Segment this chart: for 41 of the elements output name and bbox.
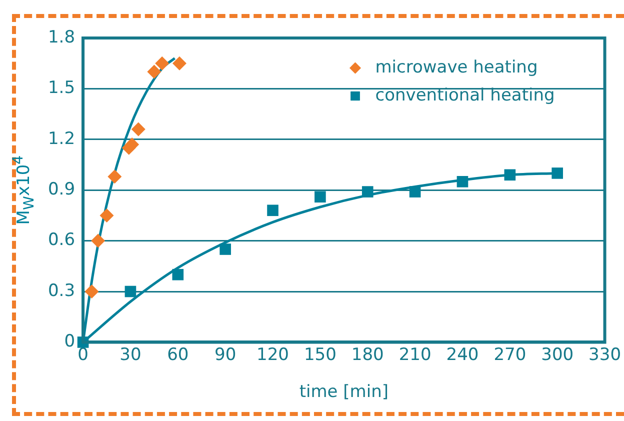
point bbox=[456, 176, 468, 188]
x-tick-label: 300 bbox=[541, 344, 574, 365]
point bbox=[409, 186, 421, 198]
y-tick-label: 1.8 bbox=[48, 27, 76, 48]
legend-label: microwave heating bbox=[375, 57, 538, 78]
x-tick-label: 180 bbox=[351, 344, 384, 365]
point bbox=[220, 244, 231, 255]
point bbox=[147, 64, 162, 79]
y-tick-label: 0.6 bbox=[48, 230, 76, 250]
point bbox=[155, 56, 170, 70]
x-axis-title: time [min] bbox=[299, 382, 388, 402]
x-tick-label: 30 bbox=[120, 344, 142, 365]
x-tick-label: 150 bbox=[304, 344, 336, 365]
x-tick-label: 240 bbox=[446, 344, 479, 365]
point bbox=[172, 268, 184, 280]
point bbox=[362, 186, 374, 198]
point bbox=[84, 284, 99, 298]
point bbox=[125, 137, 140, 152]
point bbox=[131, 122, 146, 136]
x-tick-label: 330 bbox=[588, 344, 622, 365]
point bbox=[267, 204, 278, 216]
point bbox=[108, 170, 122, 184]
x-tick-label: 210 bbox=[398, 344, 432, 365]
y-tick-label: 1.2 bbox=[48, 128, 76, 149]
point bbox=[124, 286, 136, 298]
y-tick-label: 0.3 bbox=[48, 280, 76, 301]
point bbox=[91, 234, 106, 248]
point bbox=[172, 56, 186, 70]
x-tick-label: 270 bbox=[494, 344, 526, 365]
x-tick-label: 0 bbox=[78, 344, 88, 365]
point bbox=[552, 168, 563, 179]
point bbox=[314, 191, 326, 203]
y-tick-label: 1.5 bbox=[48, 78, 76, 98]
point bbox=[504, 169, 516, 181]
y-tick-label: 0.9 bbox=[48, 180, 76, 200]
x-tick-label: 90 bbox=[214, 344, 236, 365]
x-tick-label: 60 bbox=[167, 344, 189, 365]
point bbox=[100, 208, 114, 222]
x-tick-label: 120 bbox=[256, 344, 289, 365]
legend-label: conventional heating bbox=[375, 85, 555, 106]
y-tick-label: 0 bbox=[64, 332, 76, 352]
